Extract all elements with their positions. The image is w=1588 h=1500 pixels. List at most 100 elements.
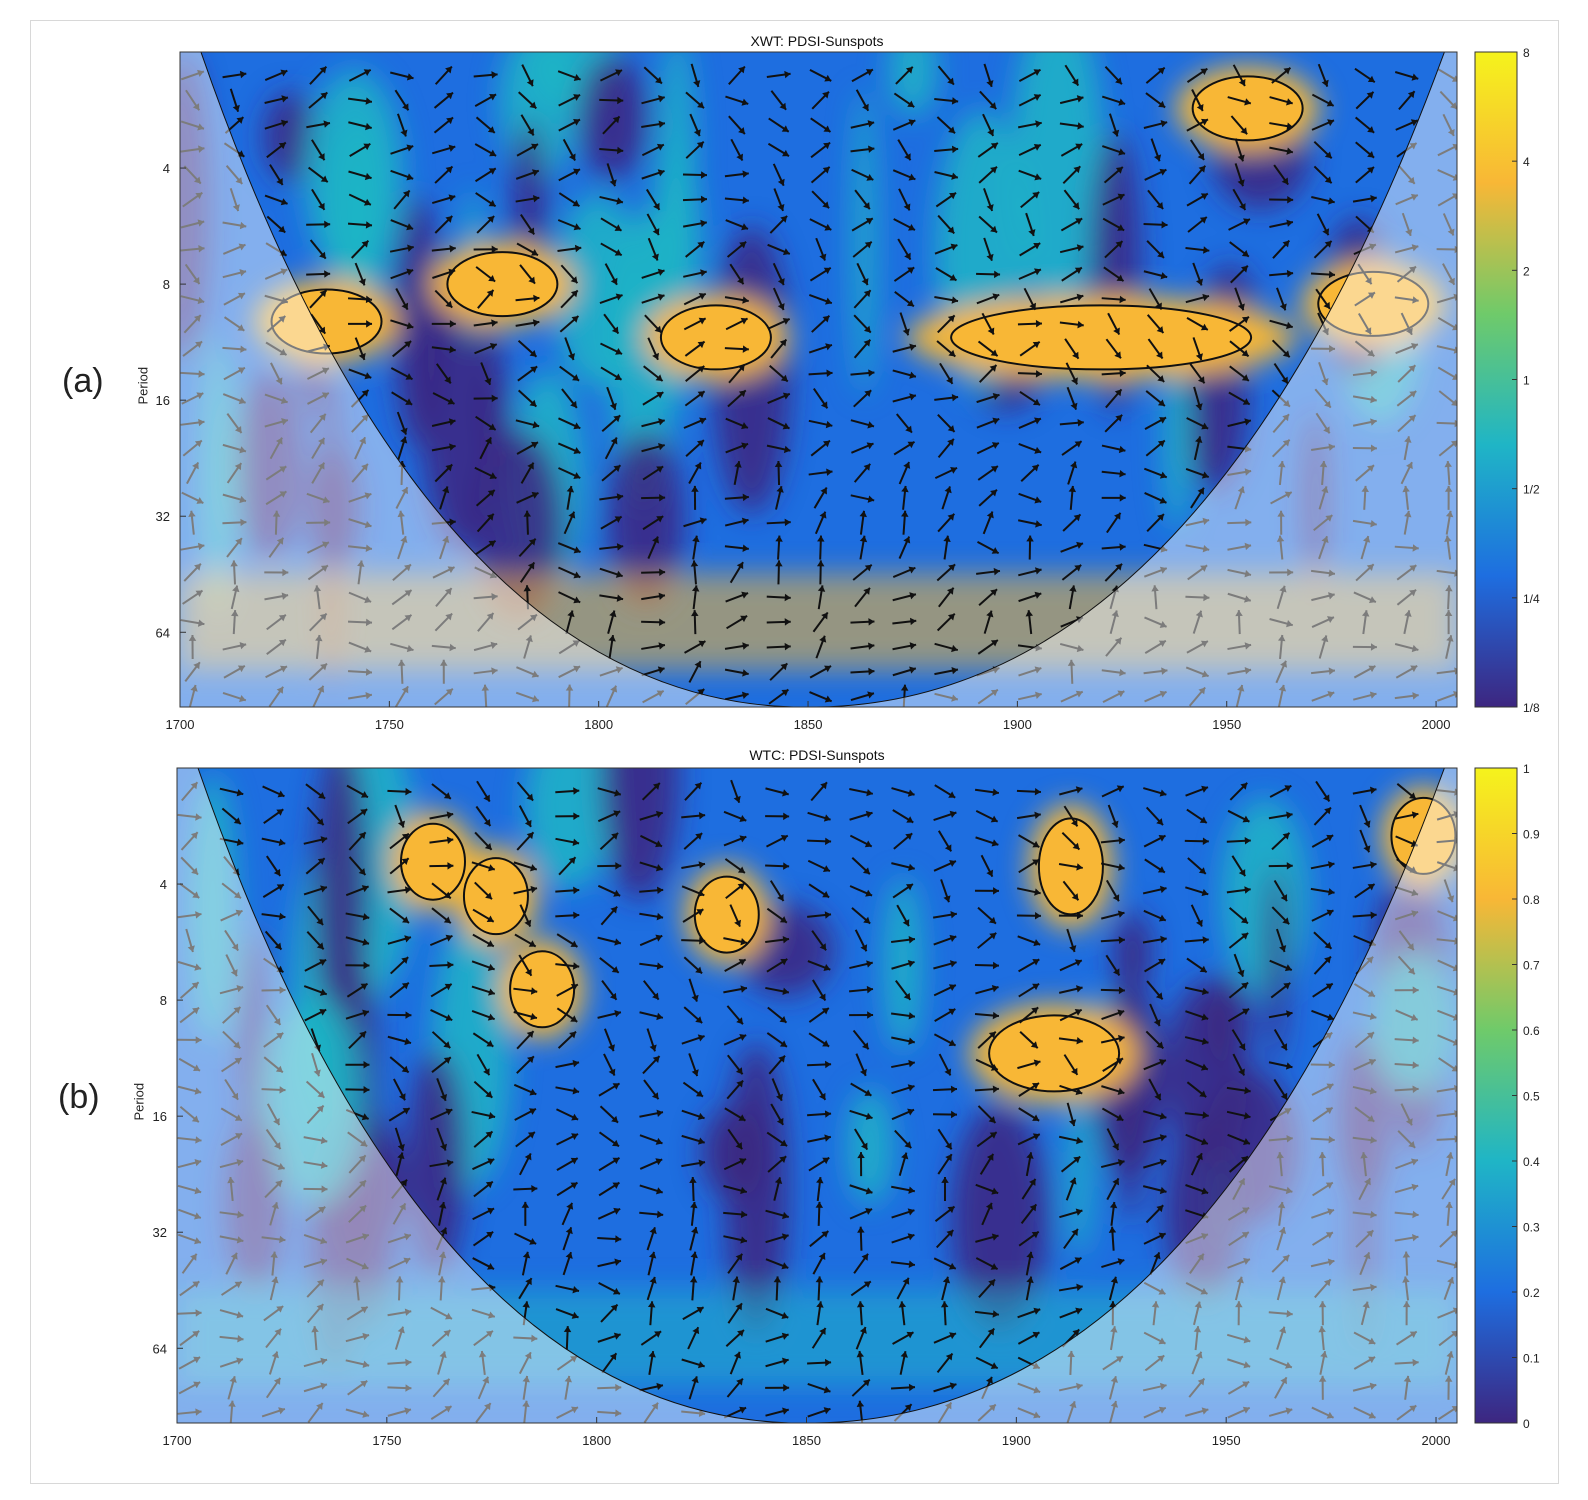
phase-arrow (1312, 982, 1334, 998)
phase-arrow (691, 610, 699, 635)
phase-arrow (513, 987, 538, 995)
phase-arrow (648, 1350, 656, 1375)
phase-arrow (1396, 1330, 1418, 1346)
phase-arrow (1185, 1010, 1209, 1021)
phase-arrow (727, 1128, 743, 1150)
phase-arrow (1313, 240, 1333, 259)
phase-arrow (1016, 811, 1041, 820)
phase-arrow (807, 960, 831, 972)
phase-arrow (936, 563, 956, 582)
phase-arrow (894, 1129, 912, 1149)
phase-arrow (892, 393, 917, 403)
y-tick-label: 4 (160, 877, 167, 892)
phase-arrow (390, 144, 414, 155)
phase-arrow (1394, 986, 1419, 994)
phase-arrow (474, 831, 493, 851)
phase-arrow (1017, 519, 1042, 528)
phase-arrow (690, 1201, 698, 1226)
phase-arrow (180, 370, 205, 378)
phase-arrow (1017, 120, 1042, 129)
phase-arrow (473, 394, 498, 403)
phase-arrow (940, 879, 951, 903)
phase-arrow (1319, 1350, 1328, 1375)
phase-arrow (1436, 1259, 1457, 1269)
phase-arrow (1228, 1231, 1250, 1247)
phase-arrow (1403, 436, 1412, 461)
phase-arrow (641, 442, 665, 453)
phase-arrow (1067, 1350, 1075, 1375)
phase-arrow (1184, 1407, 1209, 1417)
phase-arrow (1187, 564, 1208, 581)
phase-arrow (891, 1233, 915, 1244)
phase-arrow (521, 1251, 531, 1276)
phase-arrow (262, 1158, 286, 1170)
phase-arrow (1101, 1258, 1125, 1269)
phase-arrow (689, 1276, 698, 1301)
phase-arrow (222, 393, 246, 405)
phase-arrow (685, 91, 705, 109)
phase-arrow (1147, 189, 1164, 210)
phase-arrow (1145, 92, 1166, 109)
phase-arrow (975, 1183, 999, 1195)
phase-arrow (850, 145, 875, 153)
phase-arrow (683, 956, 703, 975)
phase-arrow (682, 1306, 705, 1321)
phase-arrow (811, 315, 831, 333)
phase-arrow (1017, 1059, 1041, 1070)
phase-arrow (1193, 1301, 1202, 1326)
phase-arrow (1318, 635, 1329, 659)
phase-arrow (303, 1382, 328, 1393)
phase-arrow (431, 643, 456, 652)
phase-arrow (1143, 909, 1167, 922)
colorbar-tick-label: 1 (1523, 374, 1530, 388)
phase-arrow (354, 337, 366, 361)
phase-arrow (600, 905, 618, 926)
phase-arrow (476, 780, 491, 803)
phase-arrow (639, 1109, 664, 1118)
phase-arrow (346, 982, 369, 998)
phase-arrow (766, 1131, 788, 1147)
phase-arrow (807, 1407, 831, 1418)
phase-arrow (724, 668, 749, 677)
phase-arrow (222, 70, 247, 79)
phase-arrow (892, 1331, 914, 1345)
phase-arrow (933, 1033, 957, 1047)
phase-arrow (1068, 485, 1077, 510)
phase-arrow (1277, 684, 1287, 707)
phase-arrow (475, 415, 497, 431)
phase-arrow (348, 1179, 367, 1199)
phase-arrow (1271, 339, 1291, 358)
phase-arrow (815, 1276, 824, 1301)
phase-arrow (391, 1179, 408, 1199)
phase-arrow (307, 392, 330, 405)
phase-arrow (639, 1011, 664, 1021)
phase-arrow (516, 242, 539, 257)
phase-arrow (975, 1356, 999, 1370)
phase-arrow (767, 317, 791, 330)
x-tick-label: 1850 (794, 717, 823, 732)
phase-arrow (1192, 262, 1204, 286)
phase-arrow (1104, 563, 1123, 582)
phase-arrow (765, 986, 790, 996)
phase-arrow (471, 985, 496, 996)
phase-arrow (1226, 886, 1251, 894)
phase-arrow (1059, 959, 1083, 972)
phase-arrow (1396, 564, 1417, 581)
x-tick-label: 1750 (372, 1433, 401, 1448)
phase-arrow (477, 612, 495, 632)
phase-arrow (1352, 1382, 1377, 1392)
phase-arrow (268, 686, 284, 707)
phase-arrow (766, 593, 791, 602)
phase-arrow (306, 1279, 325, 1298)
phase-arrow (514, 933, 537, 948)
phase-arrow (1227, 809, 1250, 823)
phase-arrow (397, 510, 405, 535)
phase-arrow (1353, 1058, 1377, 1071)
phase-arrow (1315, 412, 1331, 434)
phase-arrow (476, 215, 495, 234)
colorbar-tick-label: 1 (1523, 762, 1530, 776)
colorbar-tick-label: 1/8 (1523, 701, 1540, 715)
phase-arrow (513, 1083, 537, 1096)
phase-arrow (936, 612, 956, 632)
phase-arrow (346, 1257, 369, 1270)
